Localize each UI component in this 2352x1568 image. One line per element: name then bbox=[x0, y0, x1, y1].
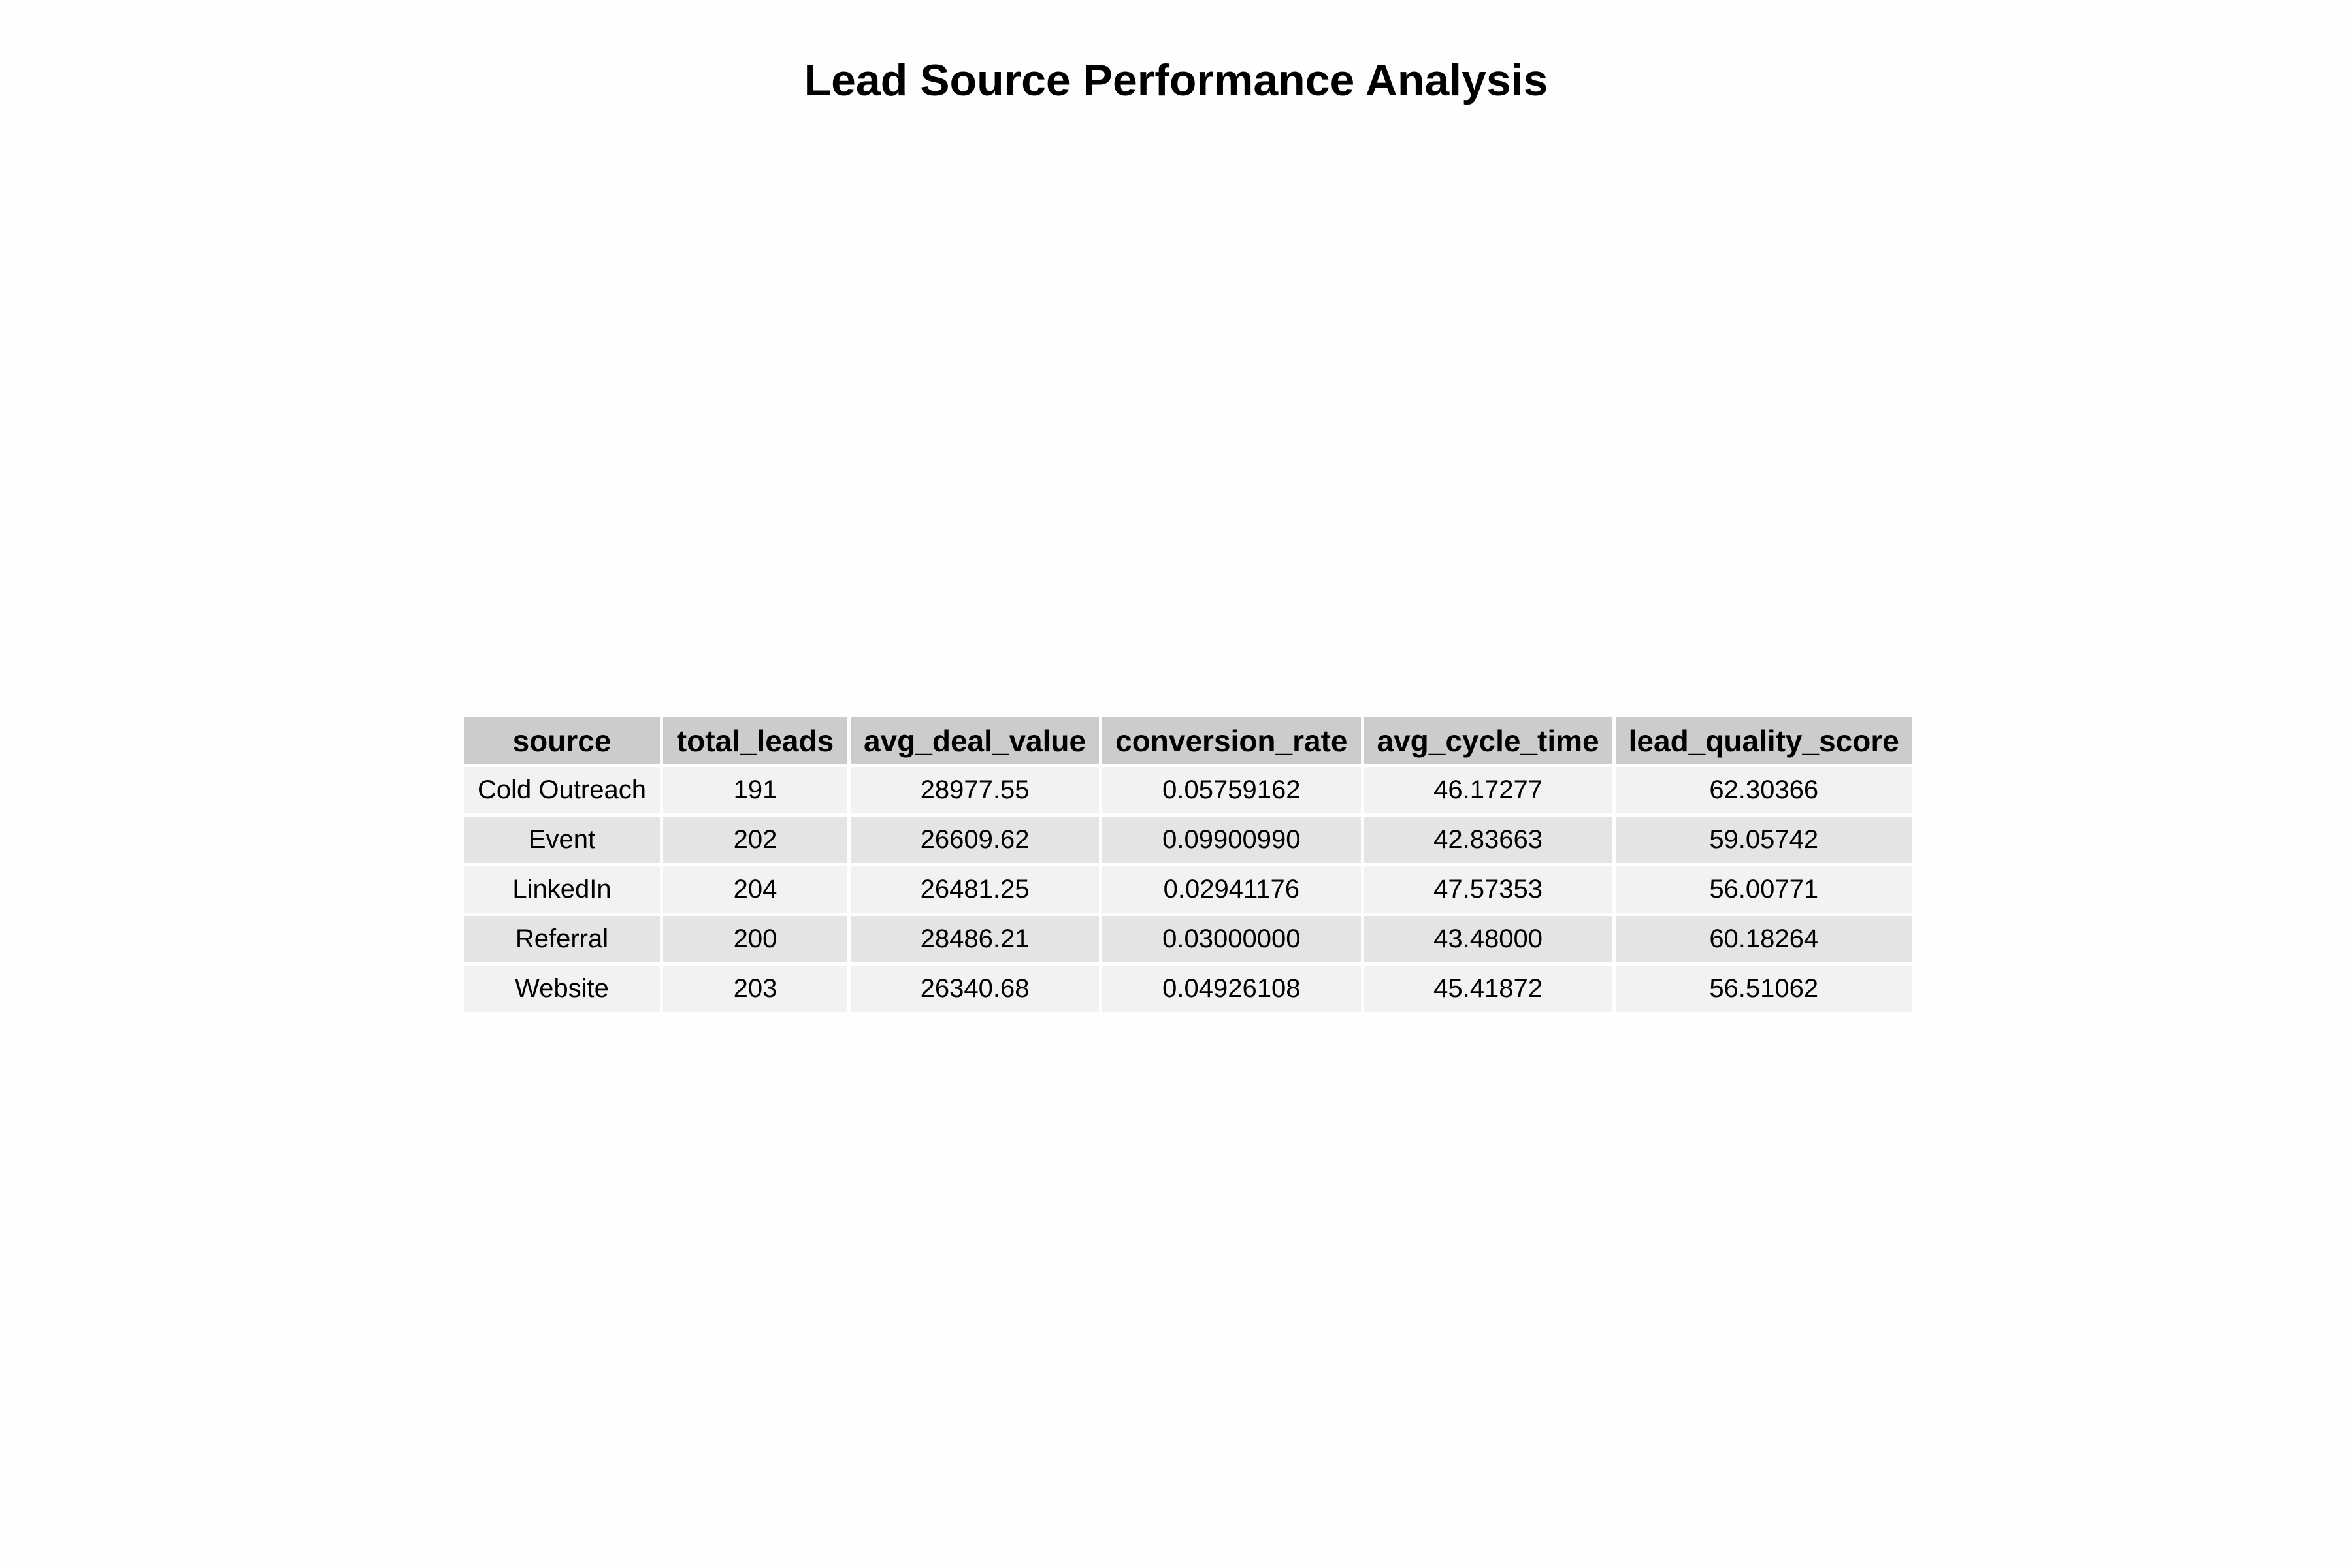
table-row: Website 203 26340.68 0.04926108 45.41872… bbox=[464, 966, 1912, 1012]
column-header-total-leads: total_leads bbox=[663, 717, 847, 764]
cell-avg-cycle-time: 42.83663 bbox=[1364, 817, 1612, 863]
cell-source: Cold Outreach bbox=[464, 767, 660, 813]
cell-source: Website bbox=[464, 966, 660, 1012]
cell-avg-deal-value: 26481.25 bbox=[851, 866, 1100, 913]
cell-total-leads: 204 bbox=[663, 866, 847, 913]
lead-source-table: source total_leads avg_deal_value conver… bbox=[461, 714, 1916, 1015]
cell-avg-cycle-time: 43.48000 bbox=[1364, 916, 1612, 962]
cell-source: Referral bbox=[464, 916, 660, 962]
column-header-avg-deal-value: avg_deal_value bbox=[851, 717, 1100, 764]
cell-avg-cycle-time: 45.41872 bbox=[1364, 966, 1612, 1012]
cell-total-leads: 202 bbox=[663, 817, 847, 863]
table-row: Cold Outreach 191 28977.55 0.05759162 46… bbox=[464, 767, 1912, 813]
cell-source: Event bbox=[464, 817, 660, 863]
cell-total-leads: 200 bbox=[663, 916, 847, 962]
cell-conversion-rate: 0.02941176 bbox=[1102, 866, 1361, 913]
chart-title: Lead Source Performance Analysis bbox=[804, 56, 1548, 105]
table-row: LinkedIn 204 26481.25 0.02941176 47.5735… bbox=[464, 866, 1912, 913]
cell-avg-deal-value: 26609.62 bbox=[851, 817, 1100, 863]
cell-lead-quality-score: 56.51062 bbox=[1615, 966, 1912, 1012]
table-row: Event 202 26609.62 0.09900990 42.83663 5… bbox=[464, 817, 1912, 863]
cell-lead-quality-score: 60.18264 bbox=[1615, 916, 1912, 962]
cell-total-leads: 203 bbox=[663, 966, 847, 1012]
cell-lead-quality-score: 62.30366 bbox=[1615, 767, 1912, 813]
table-row: Referral 200 28486.21 0.03000000 43.4800… bbox=[464, 916, 1912, 962]
column-header-lead-quality-score: lead_quality_score bbox=[1615, 717, 1912, 764]
cell-lead-quality-score: 56.00771 bbox=[1615, 866, 1912, 913]
cell-source: LinkedIn bbox=[464, 866, 660, 913]
cell-total-leads: 191 bbox=[663, 767, 847, 813]
cell-avg-deal-value: 28486.21 bbox=[851, 916, 1100, 962]
cell-conversion-rate: 0.04926108 bbox=[1102, 966, 1361, 1012]
cell-avg-deal-value: 28977.55 bbox=[851, 767, 1100, 813]
cell-lead-quality-score: 59.05742 bbox=[1615, 817, 1912, 863]
cell-avg-cycle-time: 46.17277 bbox=[1364, 767, 1612, 813]
cell-avg-cycle-time: 47.57353 bbox=[1364, 866, 1612, 913]
column-header-conversion-rate: conversion_rate bbox=[1102, 717, 1361, 764]
cell-conversion-rate: 0.09900990 bbox=[1102, 817, 1361, 863]
cell-conversion-rate: 0.03000000 bbox=[1102, 916, 1361, 962]
column-header-source: source bbox=[464, 717, 660, 764]
cell-conversion-rate: 0.05759162 bbox=[1102, 767, 1361, 813]
table-header-row: source total_leads avg_deal_value conver… bbox=[464, 717, 1912, 764]
column-header-avg-cycle-time: avg_cycle_time bbox=[1364, 717, 1612, 764]
cell-avg-deal-value: 26340.68 bbox=[851, 966, 1100, 1012]
